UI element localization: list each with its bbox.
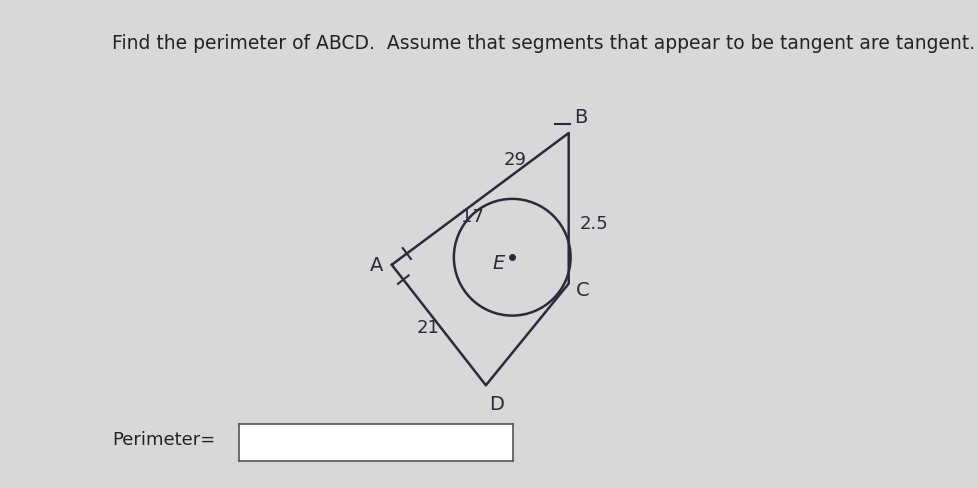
Text: C: C [575, 280, 589, 299]
Text: 29: 29 [503, 151, 527, 169]
Text: 21: 21 [417, 318, 440, 336]
Text: A: A [370, 256, 383, 275]
Text: 2.5: 2.5 [579, 215, 608, 233]
Text: Perimeter=: Perimeter= [112, 430, 216, 448]
Text: E: E [492, 254, 505, 273]
Text: D: D [488, 394, 504, 413]
Text: 17: 17 [460, 207, 484, 225]
Text: B: B [574, 108, 588, 127]
Text: Find the perimeter of ABCD.  Assume that segments that appear to be tangent are : Find the perimeter of ABCD. Assume that … [112, 34, 975, 53]
